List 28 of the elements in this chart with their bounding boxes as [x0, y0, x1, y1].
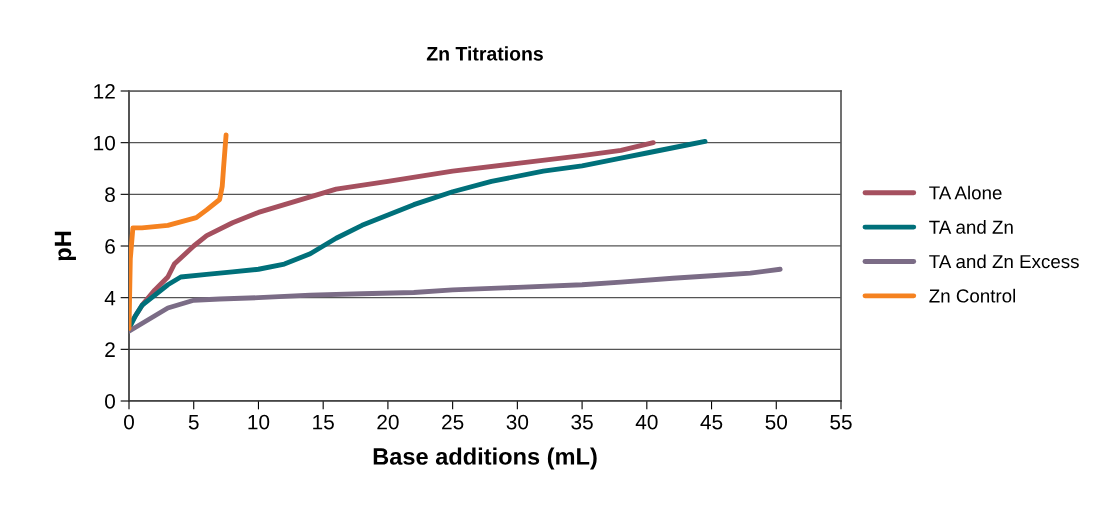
- legend-label: TA and Zn Excess: [929, 254, 1079, 269]
- y-tick-label: 8: [105, 187, 115, 203]
- legend-label: Zn Control: [929, 288, 1016, 303]
- y-axis-title: pH: [54, 231, 76, 261]
- x-tick-label: 25: [442, 414, 464, 430]
- legend-label: TA Alone: [929, 185, 1002, 200]
- y-tick-label: 6: [105, 239, 115, 254]
- x-tick-label: 0: [124, 414, 134, 430]
- x-tick-label: 50: [765, 414, 788, 430]
- y-tick-label: 4: [104, 290, 116, 306]
- x-tick-label: 30: [506, 414, 529, 430]
- line-series: [129, 132, 229, 332]
- y-tick-label: 12: [94, 84, 115, 99]
- x-tick-label: 20: [377, 414, 399, 430]
- x-tick-label: 5: [188, 414, 199, 430]
- chart-title: Zn Titrations: [426, 46, 543, 61]
- x-tick-label: 45: [700, 414, 723, 430]
- x-tick-label: 15: [313, 414, 334, 430]
- legend-label: TA and Zn: [929, 220, 1013, 234]
- x-tick-label: 10: [248, 414, 270, 430]
- y-tick-label: 2: [105, 342, 115, 357]
- x-tick-label: 55: [830, 414, 852, 430]
- line-series: [129, 266, 783, 334]
- y-tick-label: 0: [105, 394, 115, 409]
- y-tick-label: 10: [94, 135, 115, 151]
- x-tick-label: 35: [571, 414, 593, 430]
- x-tick-label: 40: [635, 414, 658, 430]
- x-axis-title: Base additions (mL): [373, 447, 597, 470]
